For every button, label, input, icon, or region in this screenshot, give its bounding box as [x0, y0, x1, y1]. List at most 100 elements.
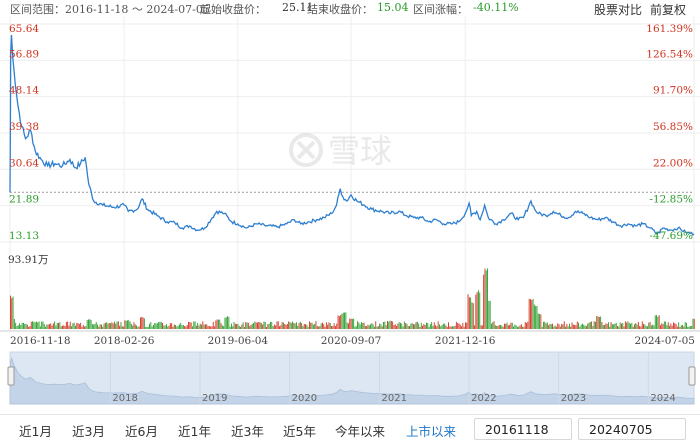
- range-1y-button[interactable]: 近1年: [178, 424, 211, 439]
- volume-bar: [86, 320, 88, 329]
- volume-bar: [455, 321, 457, 329]
- range-1m-button[interactable]: 近1月: [19, 424, 52, 439]
- volume-bar: [631, 322, 633, 329]
- volume-bar: [338, 316, 340, 329]
- volume-bar: [545, 323, 547, 329]
- volume-bar: [337, 315, 339, 329]
- volume-bar: [182, 325, 184, 329]
- y-axis-left: 65.64 56.89 48.14 39.38 30.64 21.89 13.13: [9, 23, 39, 242]
- volume-bar: [331, 326, 332, 329]
- volume-bar: [59, 322, 61, 329]
- volume-bar: [345, 312, 347, 329]
- volume-bar: [341, 313, 343, 329]
- volume-bar: [286, 324, 288, 329]
- volume-bar: [78, 324, 80, 329]
- stock-compare-link[interactable]: 股票对比: [594, 3, 643, 17]
- volume-bar: [588, 322, 590, 329]
- volume-bar: [241, 324, 243, 329]
- volume-bar: [67, 321, 69, 329]
- volume-bar: [121, 326, 123, 329]
- volume-bar: [390, 321, 392, 329]
- volume-bar: [88, 319, 89, 329]
- range-since-listing-button[interactable]: 上市以来: [406, 424, 457, 439]
- volume-bar: [639, 326, 641, 329]
- volume-bar: [65, 322, 67, 329]
- range-6m-button[interactable]: 近6月: [125, 424, 158, 439]
- volume-bar: [224, 317, 226, 329]
- volume-bar: [132, 325, 134, 329]
- volume-bar: [318, 326, 319, 329]
- volume-bar: [336, 323, 338, 329]
- volume-bar: [202, 321, 204, 329]
- y-left-tick-label: 39.38: [9, 121, 39, 133]
- volume-bar: [484, 268, 486, 329]
- range-3m-button[interactable]: 近3月: [72, 424, 105, 439]
- volume-bar: [328, 322, 330, 329]
- volume-bar: [693, 318, 695, 329]
- volume-bar: [570, 326, 572, 329]
- volume-bar: [415, 322, 417, 329]
- volume-bar: [422, 325, 423, 329]
- volume-bar: [407, 326, 409, 329]
- volume-bar: [259, 322, 261, 329]
- volume-bar: [176, 326, 178, 329]
- volume-bar: [246, 322, 248, 329]
- volume-bar: [595, 321, 596, 329]
- volume-bar: [565, 326, 566, 329]
- volume-bar: [285, 324, 287, 329]
- volume-bar: [303, 324, 305, 329]
- volume-bar: [289, 322, 291, 329]
- volume-bar: [546, 322, 548, 329]
- range-navigator[interactable]: 2018 2019 2020 2021 2022 2023 2024: [7, 351, 696, 405]
- price-adjust-toggle[interactable]: 前复权: [650, 3, 687, 17]
- volume-bar: [151, 326, 153, 329]
- volume-bar: [550, 324, 552, 329]
- volume-bar: [543, 321, 544, 329]
- volume-bar: [80, 322, 82, 329]
- navigator-year-label: 2023: [561, 393, 586, 404]
- volume-bar: [372, 324, 374, 329]
- volume-bar: [510, 322, 512, 329]
- volume-bar: [346, 322, 348, 329]
- volume-bar: [635, 323, 637, 329]
- volume-bar: [524, 322, 526, 329]
- volume-bar: [589, 322, 591, 329]
- volume-bar: [19, 323, 20, 329]
- volume-bar: [129, 321, 131, 329]
- volume-bar: [522, 326, 524, 329]
- volume-bar: [388, 321, 390, 329]
- volume-bar: [298, 323, 300, 329]
- volume-bar: [523, 326, 525, 329]
- y-right-tick-label: 91.70%: [653, 85, 693, 97]
- volume-bar: [311, 322, 313, 329]
- volume-bar: [112, 323, 114, 329]
- y-right-tick-label: 161.39%: [646, 23, 693, 35]
- x-tick-label: 2016-11-18: [10, 335, 71, 347]
- volume-bar: [688, 326, 690, 329]
- volume-bar: [632, 326, 634, 329]
- y-right-tick-label: -47.69%: [649, 230, 693, 242]
- navigator-left-handle[interactable]: [7, 366, 15, 386]
- range-5y-button[interactable]: 近5年: [283, 424, 316, 439]
- volume-bar: [244, 327, 245, 329]
- range-3y-button[interactable]: 近3年: [231, 424, 264, 439]
- volume-bar: [307, 326, 309, 329]
- volume-bar: [279, 326, 280, 329]
- volume-bar: [591, 321, 592, 329]
- volume-bar: [335, 326, 336, 329]
- volume-bar: [686, 322, 687, 329]
- volume-bar: [392, 321, 394, 329]
- volume-bar: [440, 326, 442, 329]
- volume-bar: [277, 321, 279, 329]
- range-ytd-button[interactable]: 今年以来: [335, 424, 386, 439]
- volume-bar: [453, 326, 455, 329]
- navigator-right-handle[interactable]: [688, 366, 696, 386]
- volume-bar: [72, 323, 74, 329]
- volume-bar: [650, 325, 652, 329]
- volume-bar: [462, 322, 464, 329]
- volume-bar: [630, 323, 631, 329]
- volume-bar: [140, 317, 141, 329]
- volume-bar: [160, 322, 162, 329]
- end-date-input[interactable]: 20240705: [578, 418, 686, 440]
- start-date-input[interactable]: 20161118: [474, 418, 572, 440]
